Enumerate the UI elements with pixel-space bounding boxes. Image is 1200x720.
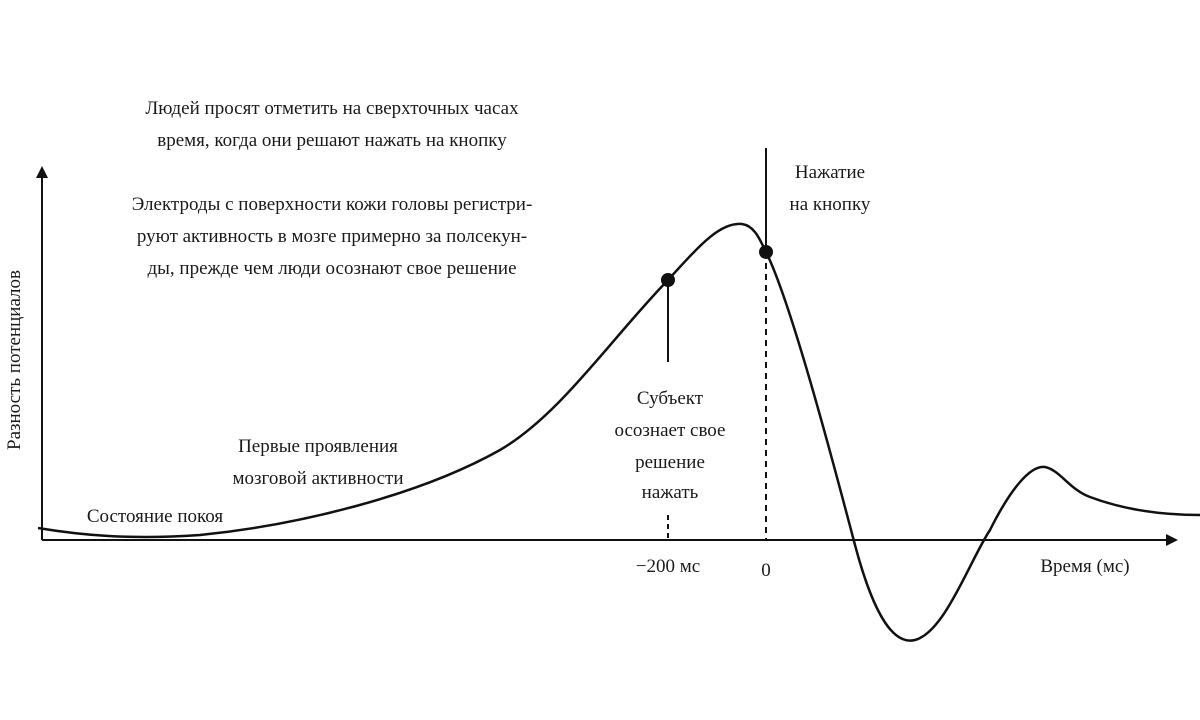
electrodes-line: ды, прежде чем люди осознают свое решени… xyxy=(147,258,516,279)
instruction-line: время, когда они решают нажать на кнопку xyxy=(157,130,507,151)
electrodes-line: руют активность в мозге примерно за полс… xyxy=(137,226,527,247)
subject-label: решение xyxy=(635,452,705,473)
x-axis-label: Время (мс) xyxy=(1040,556,1129,577)
rest-label: Состояние покоя xyxy=(87,506,224,527)
instruction-line: Людей просят отметить на сверхточных час… xyxy=(145,98,519,119)
press-label: Нажатие xyxy=(795,162,865,183)
subject-label: осознает свое xyxy=(615,420,726,441)
subject-label: нажать xyxy=(642,482,699,503)
x-tick-label: 0 xyxy=(761,560,771,581)
electrodes-line: Электроды с поверхности кожи головы реги… xyxy=(132,194,533,215)
press-point xyxy=(759,245,773,259)
y-axis-label: Разность потенциалов xyxy=(4,270,25,450)
first-activity-label: мозговой активности xyxy=(232,468,403,489)
press-label: на кнопку xyxy=(790,194,871,215)
x-tick-label: −200 мс xyxy=(636,556,700,577)
first-activity-label: Первые проявления xyxy=(238,436,398,457)
awareness-point xyxy=(661,273,675,287)
potential-curve xyxy=(37,222,1200,642)
subject-label: Субъект xyxy=(637,388,704,409)
